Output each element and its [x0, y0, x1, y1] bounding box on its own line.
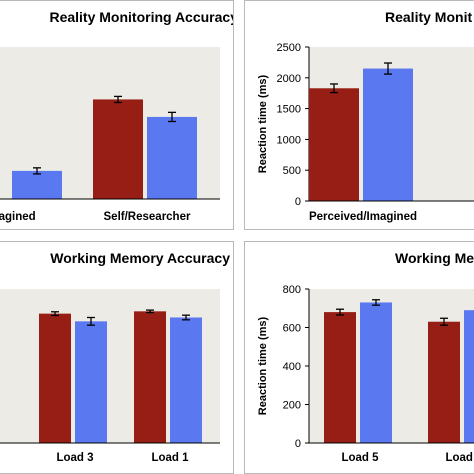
bar-series1-load-5: [324, 312, 356, 443]
chart-panel-working-memory-rt: Working Me 0 200 400 600 800 Reaction time (ms…: [244, 241, 474, 474]
bar-series2-magined: [12, 170, 62, 199]
y-tick-label: 200: [283, 400, 301, 412]
y-tick-label: 800: [283, 284, 301, 296]
chart-svg: Working Me 0 200 400 600 800 Reaction time (ms…: [257, 250, 474, 464]
bar-series2-load-5: [360, 302, 392, 443]
bar-series1-load-1: [134, 311, 166, 443]
bar-series2-perceived-imagined: [363, 68, 413, 201]
chart-panel-working-memory-accuracy: Working Memory Accuracy Load 3 Load 1: [0, 241, 234, 474]
bar-series1-perceived-imagined: [309, 88, 359, 201]
chart-title: Working Me: [395, 250, 474, 266]
bar-series2-load-1: [170, 317, 202, 443]
y-tick-label: 600: [283, 323, 301, 335]
chart-title: Reality Monitoring Accuracy: [49, 9, 234, 25]
y-tick-label: 0: [295, 438, 301, 450]
y-tick-label: 2000: [277, 73, 301, 85]
bar-series2-load-3: [464, 310, 474, 443]
bar-series1-self-researcher: [93, 99, 143, 199]
chart-panel-reality-monitoring-accuracy: Reality Monitoring Accuracy magined Self/R…: [0, 0, 234, 230]
x-category-label: magined: [0, 211, 36, 223]
x-category-label: Self/Researcher: [104, 211, 191, 223]
chart-svg: Reality Monitoring Accuracy magined Self/R…: [0, 9, 234, 223]
y-tick-label: 1500: [277, 104, 301, 116]
bar-series1-load-3: [428, 321, 460, 443]
bar-series2-load-3: [75, 321, 107, 443]
x-category-label: Load 1: [151, 452, 189, 464]
x-category-label: Load 3: [56, 452, 93, 464]
y-tick-label: 2500: [277, 42, 301, 54]
x-category-label: Load 3: [445, 452, 474, 464]
y-tick-label: 1000: [277, 134, 301, 146]
y-axis-label: Reaction time (ms): [257, 74, 269, 173]
x-category-label: Perceived/Imagined: [309, 211, 417, 223]
y-axis-label: Reaction time (ms): [257, 316, 269, 415]
x-category-label: Load 5: [341, 452, 379, 464]
y-tick-label: 400: [283, 361, 301, 373]
chart-panel-reality-monitoring-rt: Reality Monit 0 500 1000 1500 2000 2500 Reactio…: [244, 0, 474, 230]
bar-series2-self-researcher: [147, 116, 197, 199]
chart-svg: Reality Monit 0 500 1000 1500 2000 2500 Reactio…: [257, 9, 474, 223]
y-tick-label: 500: [283, 165, 301, 177]
chart-title: Working Memory Accuracy: [50, 250, 230, 266]
chart-svg: Working Memory Accuracy Load 3 Load 1: [0, 250, 230, 464]
y-tick-label: 0: [295, 196, 301, 208]
chart-title: Reality Monit: [385, 9, 472, 25]
bar-series1-load-3: [39, 313, 71, 443]
